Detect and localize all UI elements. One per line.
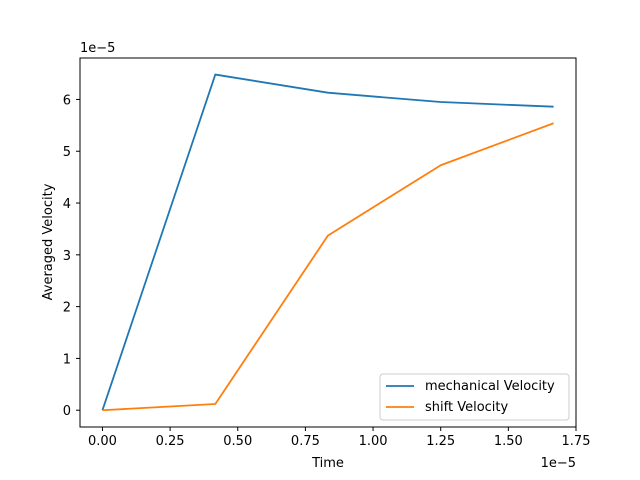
y-tick-label: 1 <box>63 352 71 367</box>
legend-label-shift: shift Velocity <box>425 400 509 415</box>
series-layer <box>101 73 554 412</box>
y-tick-label: 5 <box>63 145 71 160</box>
x-tick-label: 0.25 <box>156 434 185 449</box>
legend-box <box>379 373 570 421</box>
series-line-mechanical-velocity <box>101 73 554 411</box>
x-tick-label: 1.50 <box>494 434 523 449</box>
y-tick-label: 2 <box>63 301 71 316</box>
x-tick-label: 0.50 <box>223 434 252 449</box>
plot-frame <box>79 57 577 428</box>
x-tick-label: 1.75 <box>562 434 591 449</box>
y-offset-label: 1e−5 <box>80 41 115 56</box>
x-tick-label: 1.00 <box>359 434 388 449</box>
x-tick-label: 0.75 <box>291 434 320 449</box>
x-offset-label: 1e−5 <box>541 456 576 471</box>
x-axis-label: Time <box>311 456 344 471</box>
series-line-shift-velocity <box>102 122 554 412</box>
legend: mechanical Velocity shift Velocity <box>379 373 570 421</box>
y-axis-label: Averaged Velocity <box>41 183 56 300</box>
y-tick-label: 4 <box>63 197 71 212</box>
y-tick-label: 0 <box>63 404 71 419</box>
legend-label-mechanical: mechanical Velocity <box>425 379 555 394</box>
x-tick-label: 0.00 <box>88 434 117 449</box>
y-axis-ticks: 0 1 2 3 4 5 6 <box>63 93 80 419</box>
y-tick-label: 6 <box>63 93 71 108</box>
y-tick-label: 3 <box>63 249 71 264</box>
x-axis-ticks: 0.00 0.25 0.50 0.75 1.00 1.25 1.50 1.75 <box>88 427 590 449</box>
x-tick-label: 1.25 <box>426 434 455 449</box>
